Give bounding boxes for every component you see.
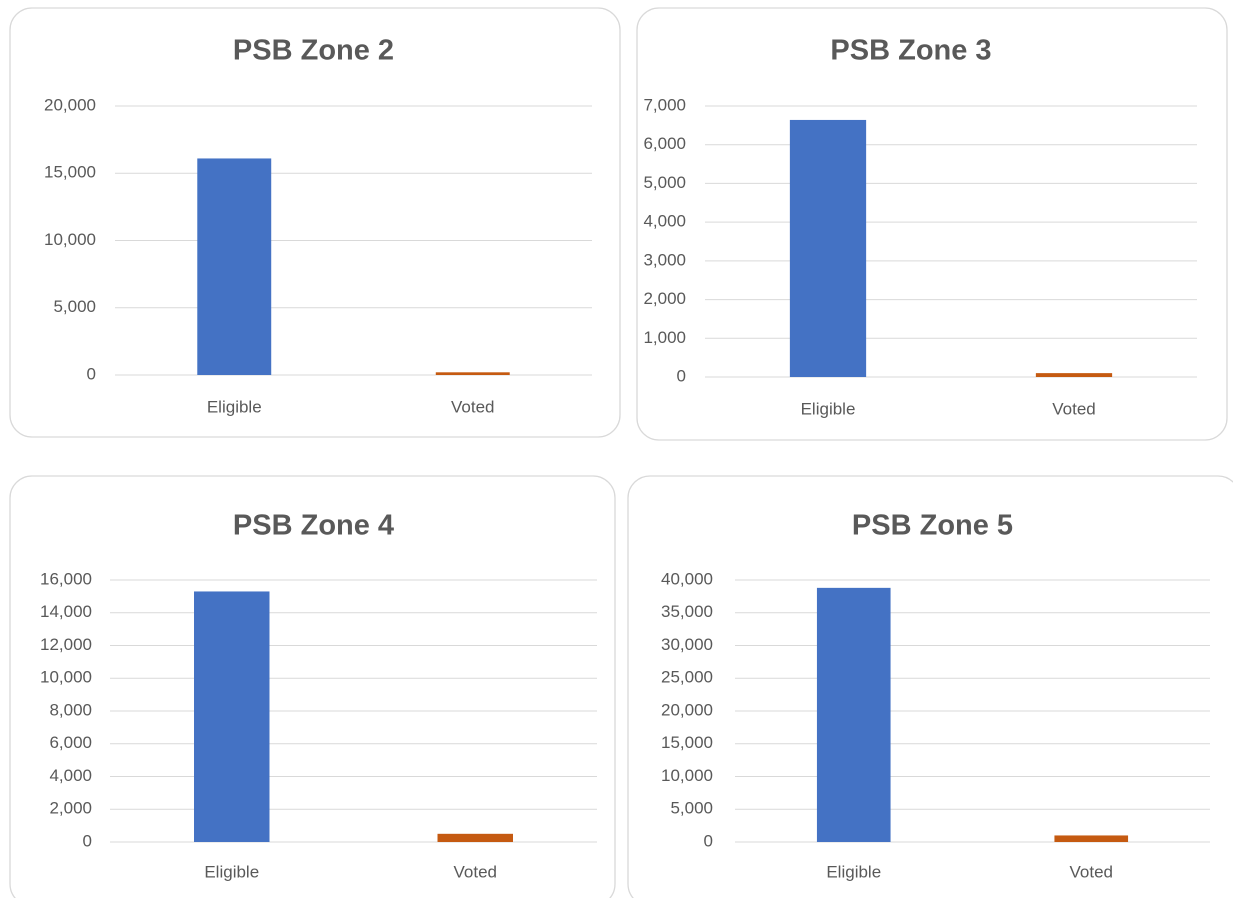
panel-border	[9, 7, 621, 438]
x-tick-label: Eligible	[801, 399, 856, 418]
y-tick-label: 12,000	[40, 635, 92, 654]
y-tick-label: 2,000	[49, 799, 92, 818]
chart-title: PSB Zone 2	[233, 35, 394, 67]
chart-title: PSB Zone 4	[233, 510, 394, 542]
y-tick-label: 2,000	[643, 289, 686, 308]
y-tick-label: 8,000	[49, 700, 92, 719]
y-tick-label: 6,000	[643, 134, 686, 153]
panel-border	[627, 475, 1233, 898]
chart-title: PSB Zone 3	[830, 35, 991, 67]
y-tick-label: 5,000	[643, 173, 686, 192]
bar	[816, 587, 891, 842]
x-tick-label: Voted	[451, 397, 495, 416]
y-tick-label: 0	[704, 831, 713, 850]
y-tick-label: 4,000	[643, 212, 686, 231]
y-tick-label: 14,000	[40, 602, 92, 621]
bar	[194, 591, 270, 842]
y-tick-label: 35,000	[661, 602, 713, 621]
chart-panel: PSB Zone 5 0 5,000 10,000 15,000 20,000 25,000…	[627, 475, 1233, 898]
y-tick-label: 20,000	[44, 95, 96, 114]
x-tick-label: Eligible	[826, 862, 881, 881]
y-tick-label: 20,000	[661, 700, 713, 719]
bar	[789, 119, 867, 378]
y-tick-label: 10,000	[40, 668, 92, 687]
y-tick-label: 10,000	[44, 230, 96, 249]
bar	[435, 372, 510, 375]
y-tick-label: 0	[677, 366, 686, 385]
y-tick-label: 5,000	[670, 799, 713, 818]
y-tick-label: 5,000	[53, 297, 96, 316]
y-tick-label: 25,000	[661, 668, 713, 687]
chart-panel: PSB Zone 2 0 5,000 10,000 15,000 20,000 Eligib…	[9, 7, 621, 438]
y-tick-label: 0	[87, 364, 96, 383]
y-tick-label: 10,000	[661, 766, 713, 785]
y-tick-label: 40,000	[661, 569, 713, 588]
chart-panel: PSB Zone 3 0 1,000 2,000 3,000 4,000 5,000 6,00…	[636, 7, 1228, 441]
y-tick-label: 1,000	[643, 328, 686, 347]
y-tick-label: 7,000	[643, 95, 686, 114]
panel-border	[9, 475, 616, 898]
bar	[1054, 835, 1129, 842]
chart-title: PSB Zone 5	[852, 510, 1013, 542]
bar	[1035, 373, 1113, 377]
y-tick-label: 16,000	[40, 569, 92, 588]
y-tick-label: 6,000	[49, 733, 92, 752]
y-tick-label: 15,000	[44, 163, 96, 182]
bar	[437, 833, 513, 842]
x-tick-label: Eligible	[204, 862, 259, 881]
panel-border	[636, 7, 1228, 441]
x-tick-label: Voted	[454, 862, 498, 881]
chart-panel: PSB Zone 4 0 2,000 4,000 6,000 8,000 10,000 12,…	[9, 475, 616, 898]
bar	[197, 158, 272, 375]
x-tick-label: Voted	[1070, 862, 1114, 881]
y-tick-label: 3,000	[643, 250, 686, 269]
y-tick-label: 15,000	[661, 733, 713, 752]
y-tick-label: 4,000	[49, 766, 92, 785]
y-tick-label: 30,000	[661, 635, 713, 654]
y-tick-label: 0	[83, 831, 92, 850]
x-tick-label: Eligible	[207, 397, 262, 416]
x-tick-label: Voted	[1052, 399, 1096, 418]
